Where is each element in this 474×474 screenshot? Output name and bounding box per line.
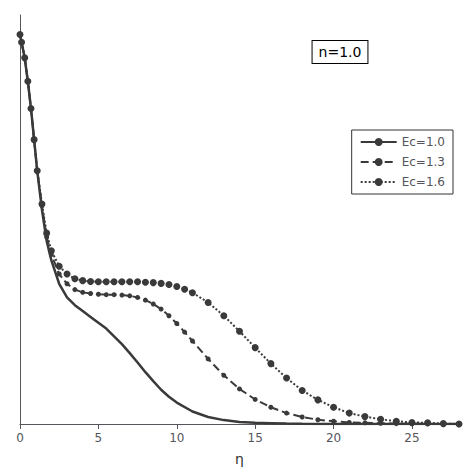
svg-text:25: 25 — [404, 431, 419, 445]
svg-text:Ec=1.6: Ec=1.6 — [402, 175, 445, 189]
svg-text:Ec=1.0: Ec=1.0 — [402, 135, 445, 149]
svg-text:n=1.0: n=1.0 — [319, 44, 362, 60]
svg-text:15: 15 — [248, 431, 263, 445]
svg-text:η: η — [235, 451, 244, 467]
svg-text:0: 0 — [16, 431, 24, 445]
svg-text:20: 20 — [326, 431, 341, 445]
svg-text:10: 10 — [169, 431, 184, 445]
svg-text:Ec=1.3: Ec=1.3 — [402, 155, 445, 169]
svg-text:5: 5 — [95, 431, 103, 445]
